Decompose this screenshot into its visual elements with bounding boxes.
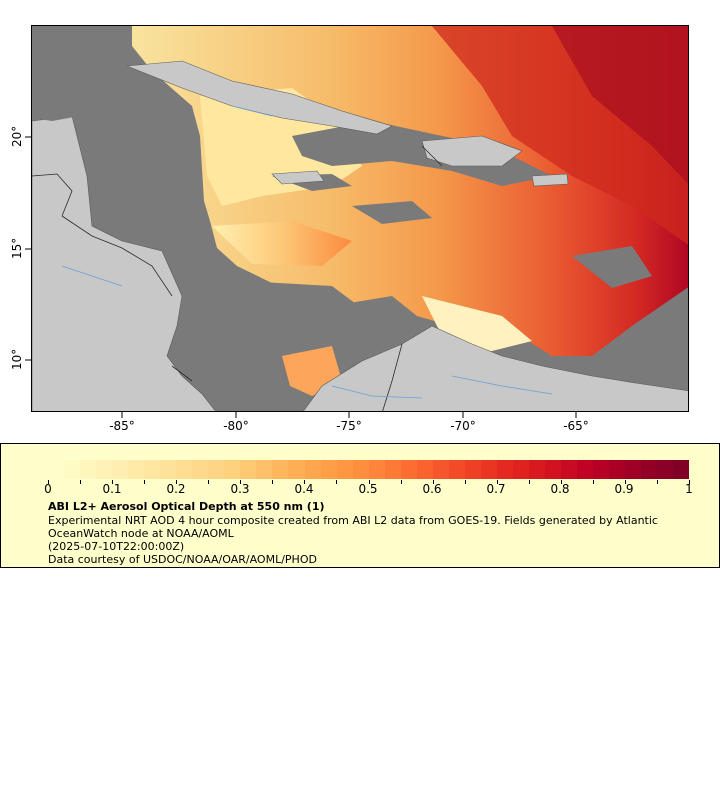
colorbar-tick-mark <box>48 480 49 484</box>
map-panel <box>31 25 689 412</box>
colorbar-tick-mark <box>464 480 466 484</box>
colorbar-tick-mark <box>368 480 370 484</box>
lat-tick-label: 10° <box>10 348 24 370</box>
colorbar-swatch <box>432 460 449 479</box>
colorbar-tick-mark <box>112 480 114 484</box>
colorbar-swatch <box>384 460 401 479</box>
colorbar-swatch <box>144 460 161 479</box>
lon-tick-label: -80° <box>223 419 249 433</box>
colorbar-swatch <box>96 460 113 479</box>
colorbar-tick-mark <box>624 480 626 484</box>
colorbar-tick-label: 0.7 <box>486 482 506 496</box>
colorbar-swatch <box>512 460 529 479</box>
colorbar-swatch <box>272 460 289 479</box>
colorbar-tick-mark <box>208 480 210 484</box>
colorbar-swatch <box>224 460 241 479</box>
colorbar-tick-mark <box>336 480 338 484</box>
colorbar-tick-mark <box>400 480 402 484</box>
rivers <box>61 105 553 399</box>
colorbar-swatch <box>128 460 145 479</box>
colorbar-tick-mark <box>432 480 434 484</box>
colorbar-tick-mark <box>656 480 658 484</box>
legend-credit: Data courtesy of USDOC/NOAA/OAR/AOML/PHO… <box>48 553 317 566</box>
colorbar-swatch <box>256 460 273 479</box>
colorbar-tick-mark <box>144 480 146 484</box>
colorbar-swatch <box>464 460 481 479</box>
colorbar-swatch <box>496 460 513 479</box>
colorbar-swatch <box>160 460 177 479</box>
colorbar-tick-mark <box>240 480 242 484</box>
colorbar-swatch <box>176 460 193 479</box>
lat-tick-label: 15° <box>10 237 24 259</box>
aod-map <box>32 26 688 411</box>
lon-tick-label: -75° <box>336 419 362 433</box>
colorbar-tick-mark <box>560 480 562 484</box>
colorbar-swatch <box>448 460 465 479</box>
colorbar-swatch <box>64 460 81 479</box>
colorbar-tick-mark <box>272 480 274 484</box>
colorbar-tick-label: 0.4 <box>294 482 314 496</box>
legend-description: Experimental NRT AOD 4 hour composite cr… <box>48 514 658 540</box>
colorbar-tick-mark <box>176 480 178 484</box>
colorbar-tick-label: 0 <box>44 482 52 496</box>
legend-title: ABI L2+ Aerosol Optical Depth at 550 nm … <box>48 500 325 513</box>
colorbar-swatch <box>416 460 433 479</box>
axis-ticks <box>25 136 577 418</box>
legend-panel: 0 0.1 0.2 0.3 0.4 0.5 0.6 0.7 0.8 0.9 1 … <box>0 443 720 568</box>
borders <box>32 145 443 411</box>
colorbar-swatch <box>609 460 626 479</box>
colorbar-tick-label: 0.8 <box>550 482 570 496</box>
colorbar-swatch <box>112 460 129 479</box>
colorbar-swatch <box>208 460 225 479</box>
colorbar-swatch <box>673 460 690 479</box>
colorbar-tick-mark <box>496 480 498 484</box>
lon-tick-label: -65° <box>563 419 589 433</box>
colorbar-swatch <box>240 460 257 479</box>
land-masses <box>32 26 688 411</box>
lat-tick-label: 20° <box>10 125 24 147</box>
colorbar-swatch <box>400 460 417 479</box>
lon-tick-label: -85° <box>109 419 135 433</box>
colorbar-swatch <box>336 460 353 479</box>
legend-timestamp: (2025-07-10T22:00:00Z) <box>48 540 185 553</box>
colorbar-swatch <box>528 460 545 479</box>
colorbar-swatch <box>561 460 578 479</box>
lon-tick-label: -70° <box>450 419 476 433</box>
colorbar-swatch <box>577 460 594 479</box>
colorbar-swatch <box>657 460 674 479</box>
colorbar-tick-label: 0.5 <box>358 482 378 496</box>
colorbar-tick-label: 0.9 <box>614 482 634 496</box>
colorbar-swatch <box>641 460 658 479</box>
colorbar-tick-mark <box>304 480 306 484</box>
colorbar-swatch <box>625 460 642 479</box>
colorbar-tick-mark <box>689 480 690 484</box>
colorbar-tick-label: 0.6 <box>422 482 442 496</box>
colorbar-swatch <box>368 460 385 479</box>
colorbar-tick-mark <box>528 480 530 484</box>
colorbar-swatch <box>480 460 497 479</box>
colorbar-swatch <box>352 460 369 479</box>
colorbar-tick-label: 0.3 <box>230 482 250 496</box>
colorbar-swatch <box>192 460 209 479</box>
colorbar-swatch <box>544 460 561 479</box>
colorbar <box>48 460 690 479</box>
colorbar-swatch <box>288 460 305 479</box>
colorbar-tick-mark <box>592 480 594 484</box>
colorbar-swatch <box>48 460 65 479</box>
colorbar-tick-label: 1 <box>685 482 693 496</box>
colorbar-swatch <box>593 460 610 479</box>
colorbar-tick-label: 0.2 <box>166 482 186 496</box>
colorbar-tick-label: 0.1 <box>102 482 122 496</box>
colorbar-swatch <box>304 460 321 479</box>
colorbar-swatch <box>320 460 337 479</box>
colorbar-tick-mark <box>80 480 82 484</box>
colorbar-swatch <box>80 460 97 479</box>
